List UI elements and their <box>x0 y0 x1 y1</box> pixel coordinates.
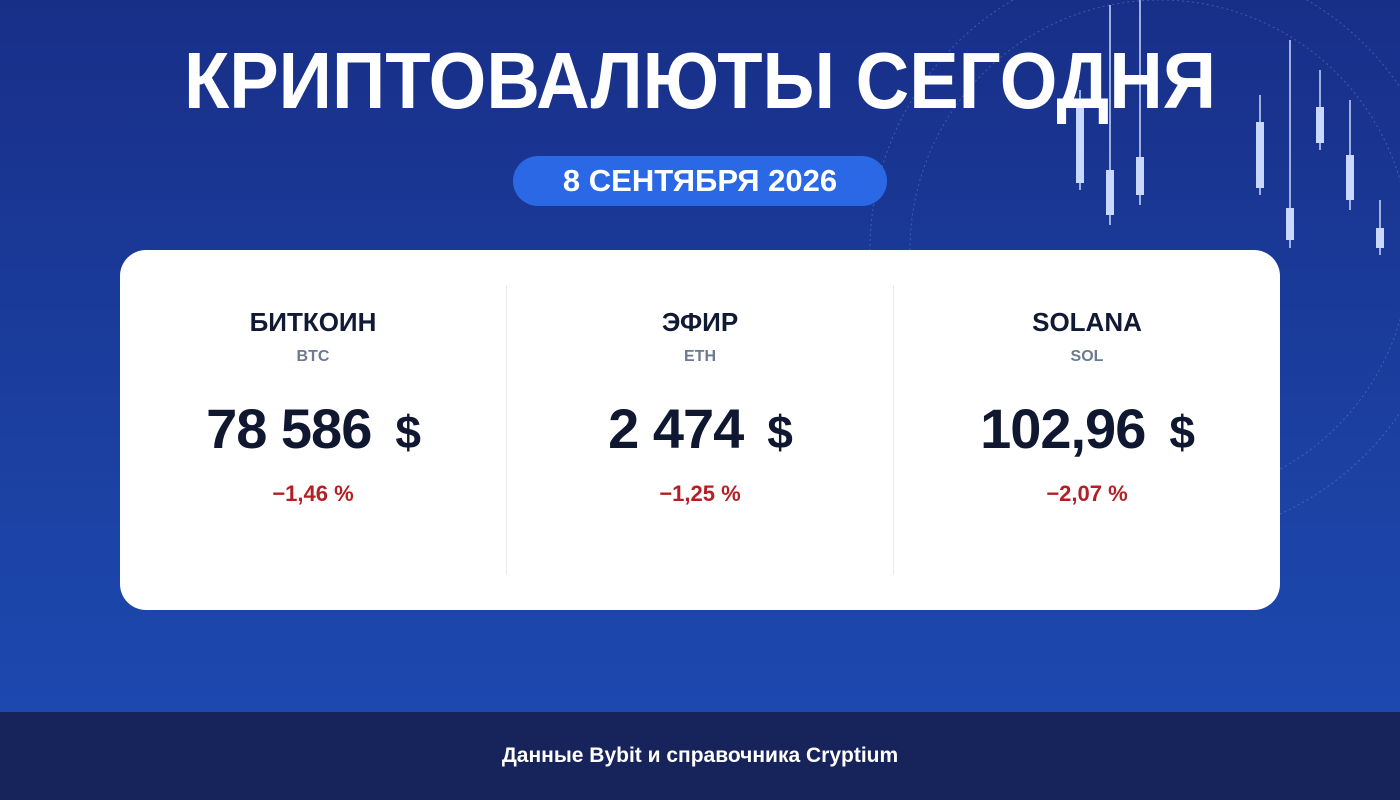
date-badge: 8 СЕНТЯБРЯ 2026 <box>513 156 887 206</box>
coin-name: ЭФИР <box>661 307 739 337</box>
currency: $ <box>1169 406 1195 458</box>
coin-change: −2,07 % <box>1046 481 1128 506</box>
footer: Данные Bybit и справочника Cryptium <box>0 712 1400 800</box>
title-box: КРИПТОВАЛЮТЫ СЕГОДНЯ <box>184 36 1216 125</box>
coin-price: 2 474 <box>608 397 744 460</box>
coin-column: ЭФИР ETH 2 474 $ −1,25 % <box>506 285 893 575</box>
coin-price: 78 586 <box>206 397 372 460</box>
coin-name: БИТКОИН <box>249 307 377 337</box>
coin-change: −1,46 % <box>272 481 354 506</box>
coin-column: SOLANA SOL 102,96 $ −2,07 % <box>893 285 1280 575</box>
coin-ticker: BTC <box>296 348 330 365</box>
currency: $ <box>767 406 793 458</box>
coin-price-row: 102,96 $ <box>894 396 1280 461</box>
coin-name: SOLANA <box>1032 307 1142 337</box>
coin-price-row: 78 586 $ <box>120 396 506 461</box>
coin-change: −1,25 % <box>659 481 741 506</box>
title: КРИПТОВАЛЮТЫ СЕГОДНЯ <box>184 36 1216 125</box>
coin-price-row: 2 474 $ <box>507 396 893 461</box>
coin-column: БИТКОИН BTC 78 586 $ −1,46 % <box>120 285 506 575</box>
coin-ticker: SOL <box>1070 348 1104 365</box>
currency: $ <box>395 406 421 458</box>
price-card: БИТКОИН BTC 78 586 $ −1,46 % ЭФИР ETH 2 4… <box>120 250 1280 610</box>
coin-price: 102,96 <box>980 397 1146 460</box>
coin-ticker: ETH <box>684 348 716 365</box>
